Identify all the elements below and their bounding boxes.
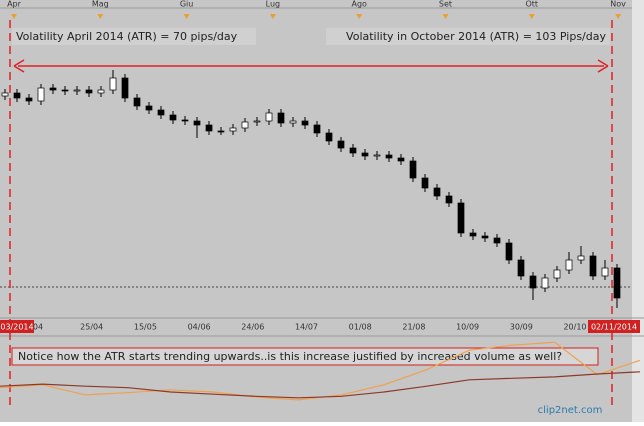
candle-body	[565, 259, 573, 271]
candle-body	[337, 140, 345, 149]
candle-body	[445, 195, 453, 204]
note-box	[11, 347, 599, 366]
month-label: Apr	[7, 0, 22, 9]
month-marker	[356, 14, 363, 19]
month-label: Set	[439, 0, 452, 9]
candle-body	[289, 120, 297, 124]
date-label: 04	[33, 323, 43, 332]
candle-body	[433, 187, 441, 197]
month-label: Lug	[266, 0, 280, 9]
month-marker	[615, 14, 622, 19]
candle-body	[373, 154, 381, 157]
date-label: 25/04	[80, 323, 103, 332]
candle-body	[193, 120, 201, 126]
candle-body	[25, 97, 33, 102]
candle-body	[73, 89, 81, 92]
candle-body	[385, 154, 393, 159]
start-date: 03/2014	[0, 323, 33, 332]
candle-body	[85, 89, 93, 94]
candle-body	[361, 152, 369, 157]
candle-body	[349, 147, 357, 154]
date-label: 04/06	[188, 323, 211, 332]
candle-body	[49, 87, 57, 91]
date-label: 24/06	[241, 323, 264, 332]
candle-body	[241, 121, 249, 129]
candle-body	[229, 127, 237, 132]
candle-body	[217, 130, 225, 133]
annotation-box	[12, 28, 256, 45]
month-label: Ott	[526, 0, 539, 9]
candle-body	[61, 89, 69, 92]
price-strip	[632, 0, 644, 422]
candle-body	[541, 277, 549, 289]
month-label: Ago	[351, 0, 367, 9]
candle-body	[589, 255, 597, 277]
month-marker	[269, 14, 276, 19]
month-marker	[442, 14, 449, 19]
candle-body	[397, 157, 405, 162]
watermark: clip2net.com	[538, 405, 603, 416]
date-label: 30/09	[510, 323, 533, 332]
candle-body	[145, 105, 153, 111]
arrow-heads	[13, 59, 609, 73]
candle-body	[37, 87, 45, 102]
candle-body	[121, 77, 129, 99]
indicator-line	[0, 371, 641, 399]
candle-body	[277, 112, 285, 124]
candle-body	[13, 92, 21, 99]
candle-body	[577, 255, 585, 261]
candle-body	[133, 97, 141, 107]
month-marker	[97, 14, 104, 19]
candle-body	[301, 120, 309, 126]
candle-body	[457, 202, 465, 234]
end-date: 02/11/2014	[591, 323, 637, 332]
date-label: 21/08	[402, 323, 425, 332]
candle-body	[1, 92, 9, 97]
marks	[1, 70, 621, 308]
month-marker	[528, 14, 535, 19]
candle-body	[97, 89, 105, 94]
candle-body	[265, 112, 273, 122]
candle-body	[601, 267, 609, 277]
month-marker	[11, 14, 17, 19]
date-label: 20/10	[563, 323, 586, 332]
date-label: 14/07	[295, 323, 318, 332]
annotation-box	[326, 28, 610, 45]
candle-body	[157, 109, 165, 116]
candle-body	[313, 124, 321, 134]
date-box	[0, 320, 34, 333]
candle-body	[109, 77, 117, 91]
candle-body	[421, 177, 429, 189]
date-label: 15/05	[134, 323, 157, 332]
candle-body	[409, 160, 417, 179]
date-box	[588, 320, 640, 333]
date-label: 01/08	[349, 323, 372, 332]
annotation: Volatility in October 2014 (ATR) = 103 P…	[346, 30, 606, 43]
candle-body	[469, 232, 477, 237]
date-label: 10/09	[456, 323, 479, 332]
candle-body	[529, 275, 537, 289]
candle-body	[205, 124, 213, 132]
candle-body	[493, 237, 501, 244]
annotation: Notice how the ATR starts trending upwar…	[18, 350, 562, 363]
month-label: Nov	[610, 0, 626, 9]
month-marker	[183, 14, 190, 19]
candle-body	[505, 242, 513, 261]
candle-body	[169, 114, 177, 121]
month-label: Mag	[92, 0, 109, 9]
candle-body	[517, 259, 525, 277]
candle-body	[325, 132, 333, 142]
annotation: Volatility April 2014 (ATR) = 70 pips/da…	[16, 30, 238, 43]
candle-body	[553, 269, 561, 279]
candle-body	[181, 119, 189, 122]
candle-body	[253, 120, 261, 123]
month-label: Giu	[180, 0, 194, 9]
candle-body	[613, 267, 621, 299]
candle-body	[481, 235, 489, 239]
